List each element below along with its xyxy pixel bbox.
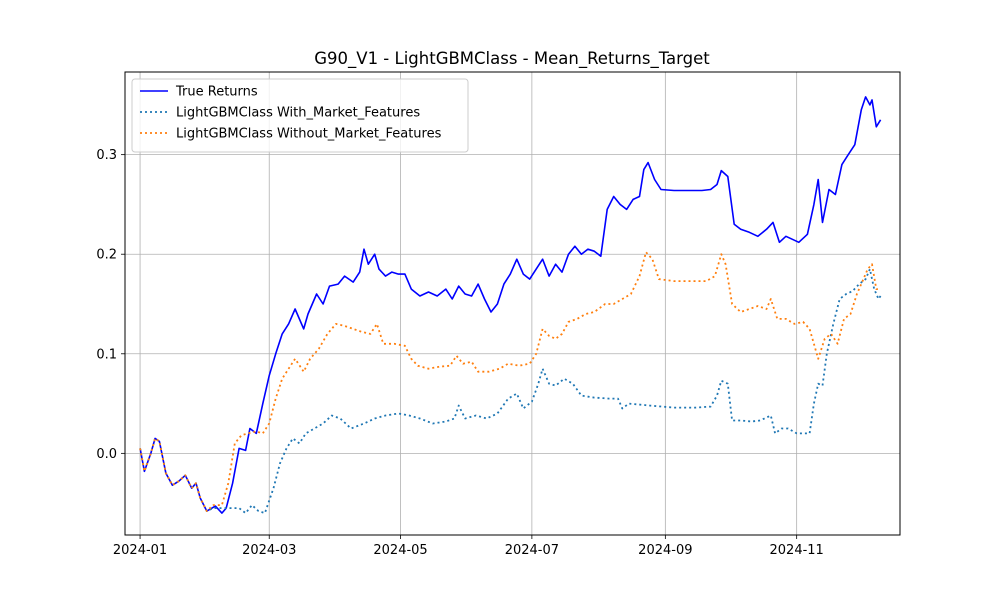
y-axis: 0.0 0.1 0.2 0.3 bbox=[96, 148, 125, 462]
x-tick-label: 2024-01 bbox=[113, 543, 167, 558]
y-tick-label: 0.2 bbox=[96, 248, 117, 263]
x-tick-label: 2024-09 bbox=[638, 543, 692, 558]
series-line-3 bbox=[139, 251, 881, 513]
series-lines bbox=[139, 96, 882, 514]
x-tick-label: 2024-03 bbox=[242, 543, 296, 558]
legend-box bbox=[131, 78, 469, 153]
series-line-1 bbox=[139, 96, 882, 514]
series-line-2 bbox=[139, 268, 882, 514]
y-tick-label: 0.1 bbox=[96, 347, 117, 362]
legend-label-3: LightGBMClass Without_Market_Features bbox=[176, 127, 442, 142]
y-tick-label: 0.3 bbox=[96, 148, 117, 163]
legend-label-2: LightGBMClass With_Market_Features bbox=[176, 106, 420, 121]
legend-label-1: True Returns bbox=[175, 85, 258, 100]
plot-frame bbox=[124, 71, 901, 536]
legend: True Returns LightGBMClass With_Market_Fe… bbox=[131, 78, 469, 153]
y-tick-label: 0.0 bbox=[96, 447, 117, 462]
x-tick-label: 2024-05 bbox=[373, 543, 427, 558]
x-axis: 2024-01 2024-03 2024-05 2024-07 2024-09 2024-… bbox=[113, 535, 824, 558]
x-tick-label: 2024-07 bbox=[505, 543, 559, 558]
chart-title: G90_V1 - LightGBMClass - Mean_Returns_Ta… bbox=[314, 49, 710, 69]
x-tick-label: 2024-11 bbox=[770, 543, 824, 558]
